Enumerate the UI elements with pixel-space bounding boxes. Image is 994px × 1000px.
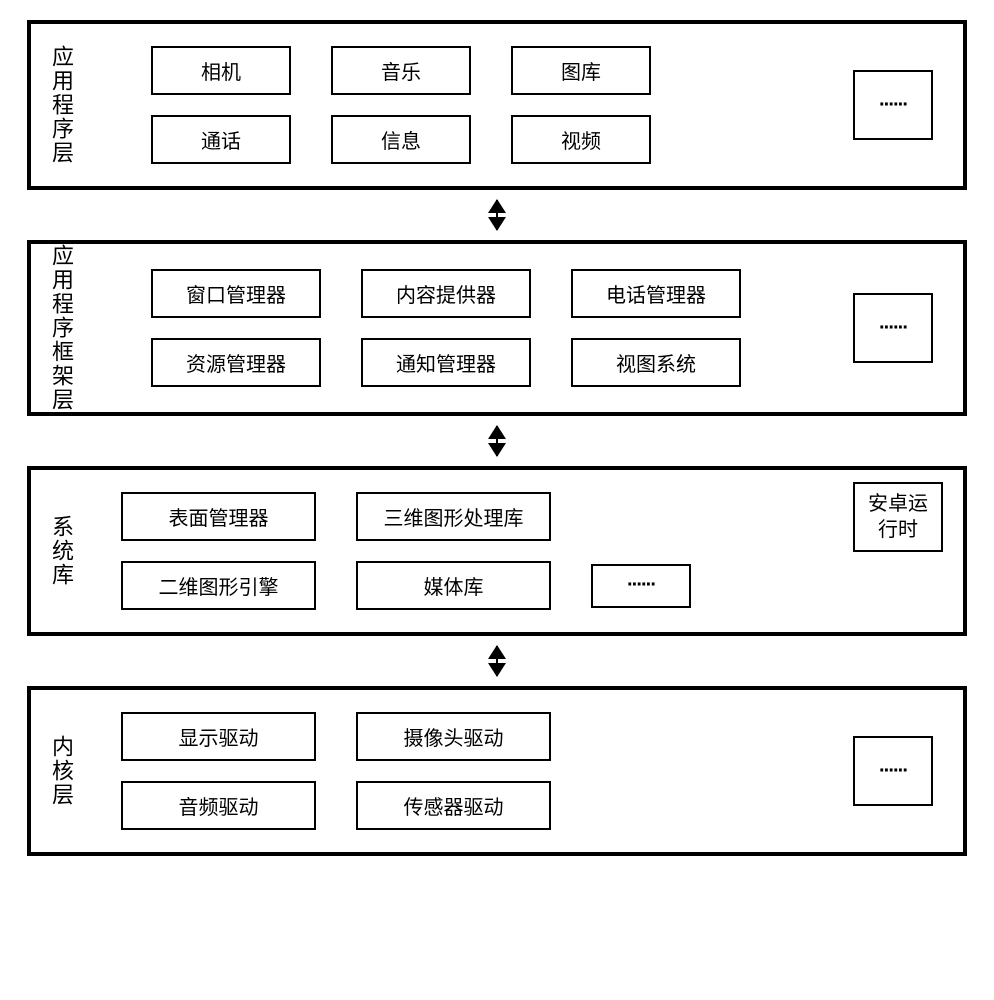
item-call: 通话 <box>151 115 291 164</box>
item-window-manager: 窗口管理器 <box>151 269 321 318</box>
item-media-lib: 媒体库 <box>356 561 551 610</box>
item-content-provider: 内容提供器 <box>361 269 531 318</box>
connector-arrow <box>496 416 498 466</box>
layer-label-application: 应用程序层 <box>31 24 91 186</box>
ellipsis-box: ······ <box>853 70 933 140</box>
layer-framework: 应用程序框架层 窗口管理器 内容提供器 电话管理器 资源管理器 通知管理器 视图… <box>27 240 967 416</box>
item-row: 二维图形引擎 媒体库 ······ <box>121 561 823 610</box>
item-row: 相机 音乐 图库 <box>111 46 943 95</box>
item-camera: 相机 <box>151 46 291 95</box>
item-row: 表面管理器 三维图形处理库 <box>121 492 823 541</box>
item-message: 信息 <box>331 115 471 164</box>
item-audio-driver: 音频驱动 <box>121 781 316 830</box>
layer-application: 应用程序层 相机 音乐 图库 通话 信息 视频 ······ <box>27 20 967 190</box>
layer-content-framework: 窗口管理器 内容提供器 电话管理器 资源管理器 通知管理器 视图系统 ·····… <box>91 244 963 412</box>
layer-label-kernel: 内核层 <box>31 690 91 852</box>
item-resource-manager: 资源管理器 <box>151 338 321 387</box>
ellipsis-box: ······ <box>591 564 691 608</box>
item-telephony-manager: 电话管理器 <box>571 269 741 318</box>
layer-label-framework: 应用程序框架层 <box>31 244 91 412</box>
item-camera-driver: 摄像头驱动 <box>356 712 551 761</box>
item-row: 资源管理器 通知管理器 视图系统 <box>111 338 943 387</box>
ellipsis-box: ······ <box>853 293 933 363</box>
layer-content-system-lib: 表面管理器 三维图形处理库 二维图形引擎 媒体库 ······ 安卓运行时 <box>91 470 963 632</box>
item-3d-graphics: 三维图形处理库 <box>356 492 551 541</box>
item-row: 窗口管理器 内容提供器 电话管理器 <box>111 269 943 318</box>
item-2d-engine: 二维图形引擎 <box>121 561 316 610</box>
item-view-system: 视图系统 <box>571 338 741 387</box>
item-display-driver: 显示驱动 <box>121 712 316 761</box>
item-row: 显示驱动 摄像头驱动 <box>121 712 943 761</box>
item-video: 视频 <box>511 115 651 164</box>
item-sensor-driver: 传感器驱动 <box>356 781 551 830</box>
layer-label-system-lib: 系统库 <box>31 470 91 632</box>
connector-arrow <box>496 636 498 686</box>
connector-arrow <box>496 190 498 240</box>
item-notification-manager: 通知管理器 <box>361 338 531 387</box>
item-row: 音频驱动 传感器驱动 <box>121 781 943 830</box>
ellipsis-box: ······ <box>853 736 933 806</box>
architecture-diagram: 应用程序层 相机 音乐 图库 通话 信息 视频 ······ 应用程序框架层 窗… <box>20 20 974 856</box>
layer-kernel: 内核层 显示驱动 摄像头驱动 音频驱动 传感器驱动 ······ <box>27 686 967 856</box>
item-row: 通话 信息 视频 <box>111 115 943 164</box>
layer-content-kernel: 显示驱动 摄像头驱动 音频驱动 传感器驱动 ······ <box>91 690 963 852</box>
item-music: 音乐 <box>331 46 471 95</box>
item-gallery: 图库 <box>511 46 651 95</box>
layer-system-lib: 系统库 表面管理器 三维图形处理库 二维图形引擎 媒体库 ······ 安卓运行… <box>27 466 967 636</box>
item-android-runtime: 安卓运行时 <box>853 482 943 552</box>
layer-content-application: 相机 音乐 图库 通话 信息 视频 ······ <box>91 24 963 186</box>
item-surface-manager: 表面管理器 <box>121 492 316 541</box>
